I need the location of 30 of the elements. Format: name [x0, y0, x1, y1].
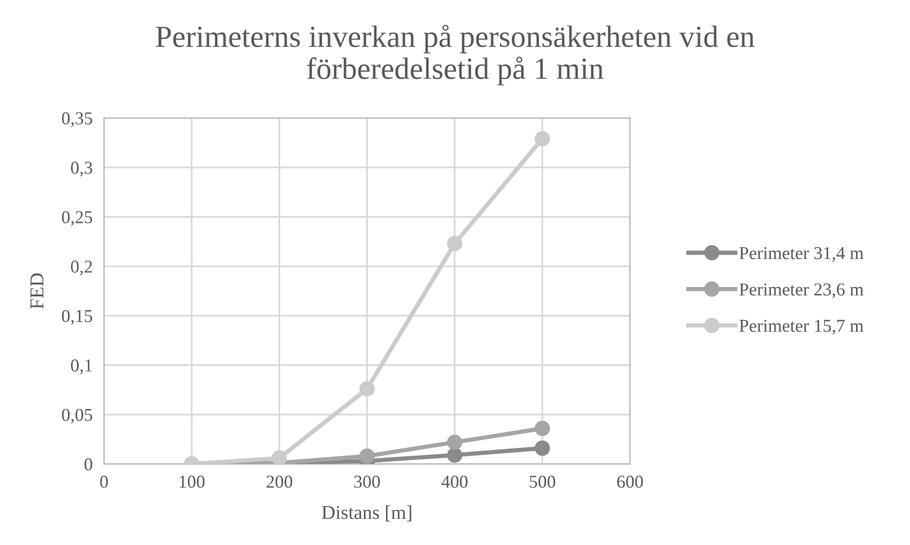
y-tick-label: 0 — [84, 458, 92, 470]
x-tick-label: 200 — [266, 476, 292, 488]
y-axis-title: FED — [30, 273, 44, 309]
point — [447, 447, 462, 463]
y-tick-label: 0,2 — [71, 260, 92, 276]
x-tick-label: 0 — [100, 476, 108, 488]
x-tick-label: 500 — [530, 476, 556, 488]
y-tick-label: 0,15 — [62, 310, 92, 325]
y-tick-label: 0,35 — [62, 112, 92, 128]
x-tick-label: 300 — [354, 476, 380, 488]
x-tick-label: 100 — [180, 476, 205, 488]
point — [447, 236, 462, 252]
legend-label: Perimeter 31,4 m — [739, 247, 864, 262]
point — [534, 131, 550, 146]
x-axis-title: Distans [m] — [322, 505, 412, 522]
point — [534, 440, 550, 456]
y-tick-label: 0,05 — [62, 408, 92, 424]
point — [359, 381, 375, 397]
y-tick-label: 0,3 — [71, 162, 92, 176]
x-tick-label: 600 — [617, 476, 643, 488]
chart-title: Perimeterns inverkan på personsäkerheten vid en förberedelsetid på 1 min — [156, 24, 754, 86]
legend-label: Perimeter 23,6 m — [739, 283, 864, 298]
x-tick-label: 400 — [441, 476, 468, 488]
point — [272, 450, 287, 464]
point — [359, 448, 375, 464]
y-tick-label: 0,1 — [71, 359, 92, 374]
point — [447, 434, 462, 450]
legend-label: Perimeter 15,7 m — [739, 320, 864, 335]
y-tick-label: 0,25 — [62, 211, 92, 226]
point — [534, 420, 550, 436]
